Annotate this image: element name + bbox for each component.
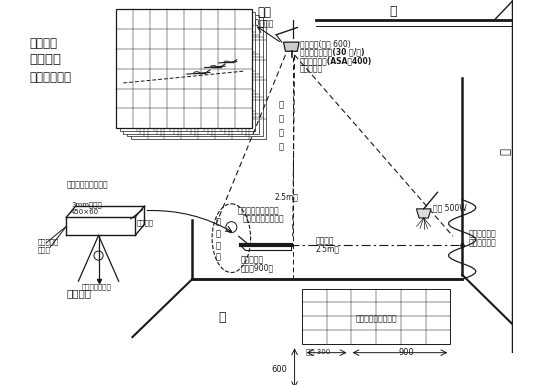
- Polygon shape: [120, 12, 255, 131]
- Text: （衝突対策）: （衝突対策）: [468, 238, 496, 247]
- Text: 位: 位: [215, 241, 220, 250]
- Polygon shape: [131, 20, 266, 139]
- Text: 高感度モード(ASA＞400): 高感度モード(ASA＞400): [300, 56, 373, 65]
- Text: 2.5m位: 2.5m位: [274, 192, 299, 201]
- Text: 操: 操: [215, 217, 220, 226]
- Text: （高さ900）: （高さ900）: [241, 264, 274, 273]
- Polygon shape: [123, 15, 259, 134]
- Polygon shape: [127, 17, 263, 137]
- Text: 2.5m位: 2.5m位: [316, 244, 340, 254]
- Text: 高速連写モード(30 枚/秒): 高速連写モード(30 枚/秒): [300, 48, 364, 57]
- Text: 窓: 窓: [390, 5, 397, 18]
- Text: 射出角計: 射出角計: [137, 219, 154, 226]
- Text: デジカメ: デジカメ: [30, 37, 58, 50]
- Text: 照明 500W: 照明 500W: [433, 203, 467, 213]
- Text: 距: 距: [278, 128, 284, 137]
- Polygon shape: [416, 209, 431, 218]
- Text: 壁: 壁: [500, 147, 512, 155]
- Text: （有効10枚位）: （有効10枚位）: [237, 18, 274, 27]
- Text: 写真三脚: 写真三脚: [66, 288, 92, 298]
- Text: （カタパルト詳細）: （カタパルト詳細）: [66, 181, 108, 189]
- Text: 射出ゴム固定点: 射出ゴム固定点: [82, 283, 112, 290]
- Text: 撮: 撮: [278, 101, 284, 110]
- Text: 目盛り: 目盛り: [37, 246, 50, 253]
- Text: 離: 離: [278, 142, 284, 151]
- Text: 床上 300: 床上 300: [306, 348, 330, 355]
- Text: 作: 作: [215, 229, 220, 238]
- Text: 背景紙（ゴバン目）: 背景紙（ゴバン目）: [355, 314, 397, 323]
- Text: 置: 置: [215, 253, 220, 262]
- Text: 影: 影: [278, 114, 284, 124]
- Text: リモートシャッター: リモートシャッター: [238, 206, 279, 215]
- Text: 飛行距離: 飛行距離: [316, 236, 334, 245]
- Text: （エア・レリーズ）: （エア・レリーズ）: [242, 214, 284, 223]
- Text: 光学ズーム: 光学ズーム: [300, 64, 323, 73]
- Text: デジカメ(高さ 600): デジカメ(高さ 600): [300, 39, 351, 49]
- Text: 壁: 壁: [219, 311, 226, 325]
- Text: 出発位置の: 出発位置の: [37, 238, 58, 245]
- Text: 画像: 画像: [257, 7, 271, 19]
- Text: カーテンなど: カーテンなど: [468, 229, 496, 238]
- Text: 連写計測: 連写計測: [30, 53, 62, 66]
- Text: 600: 600: [271, 365, 287, 374]
- Text: 3mmバルサ: 3mmバルサ: [71, 201, 102, 208]
- Text: レイアウト図: レイアウト図: [30, 72, 72, 84]
- Polygon shape: [116, 9, 251, 128]
- Text: カタパルト: カタパルト: [241, 256, 264, 264]
- Text: 450×60: 450×60: [71, 209, 99, 215]
- Polygon shape: [302, 288, 450, 343]
- Text: 900: 900: [399, 348, 415, 357]
- Polygon shape: [284, 42, 299, 51]
